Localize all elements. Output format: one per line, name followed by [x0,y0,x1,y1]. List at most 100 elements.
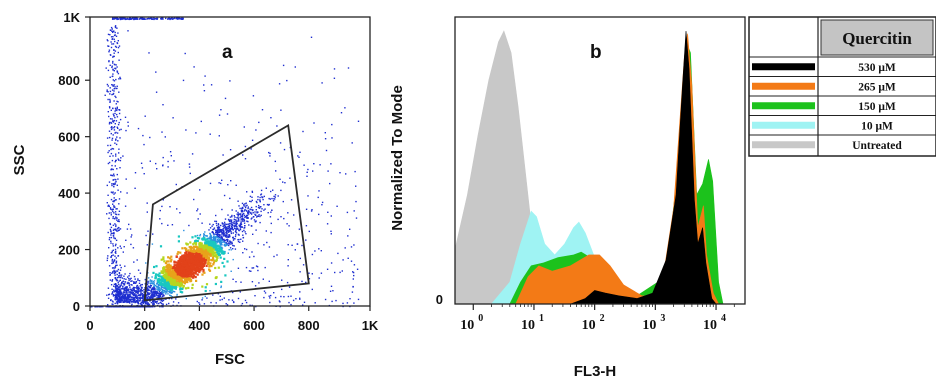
scatter-point [110,41,112,43]
scatter-point [178,261,182,264]
scatter-point [151,279,153,282]
scatter-point [150,297,153,299]
scatter-point [239,223,242,225]
scatter-point [125,299,127,301]
scatter-point [352,271,355,274]
scatter-point [125,300,127,302]
scatter-point [232,248,234,250]
scatter-point [129,298,132,301]
scatter-point [191,276,194,279]
scatter-point [114,206,116,208]
scatter-point [159,218,161,220]
scatter-point [112,31,114,33]
scatter-point [162,165,164,167]
scatter-point [247,207,249,210]
scatter-point [160,258,163,261]
scatter-point [115,131,117,134]
scatter-point [163,289,165,292]
scatter-point [238,229,240,231]
scatter-point [136,296,138,299]
scatter-point [115,143,118,146]
scatter-point [230,232,233,235]
scatter-point [111,93,113,96]
scatter-point [185,287,188,290]
scatter-point [147,280,149,283]
scatter-point [161,286,163,288]
scatter-point [202,255,205,258]
scatter-point [145,298,147,300]
scatter-point [116,303,119,305]
scatter-point [131,234,133,236]
x-axis-label-b: FL3-H [574,363,617,380]
scatter-point [109,100,111,102]
scatter-point [326,223,329,225]
scatter-point [211,239,214,241]
scatter-point [248,213,250,215]
scatter-point [109,274,111,276]
scatter-point [217,230,219,232]
scatter-point [149,160,151,162]
scatter-point [176,17,178,19]
scatter-point [178,267,181,270]
scatter-point [116,113,118,116]
scatter-point [193,255,196,258]
legend-swatch [752,141,815,149]
scatter-point [218,229,220,231]
scatter-point [173,274,176,277]
scatter-point [110,208,112,210]
scatter-point [308,272,310,274]
scatter-point [150,306,153,308]
scatter-point [159,288,161,290]
scatter-point [195,245,198,248]
scatter-point [198,242,201,245]
scatter-point [278,300,281,302]
scatter-point [114,183,116,185]
scatter-point [171,278,174,281]
scatter-point [261,109,264,111]
scatter-point [180,283,183,287]
scatter-point [111,139,113,141]
scatter-point [115,224,117,226]
scatter-point [152,300,154,303]
scatter-point [203,244,206,247]
scatter-point [207,237,209,239]
scatter-point [229,235,231,238]
scatter-point [191,246,194,249]
scatter-point [177,283,181,286]
scatter-point [260,194,262,196]
scatter-point [114,116,116,119]
panel-label-a: a [222,42,233,63]
scatter-point [173,264,176,267]
scatter-point [220,238,222,240]
scatter-point [244,209,246,211]
scatter-point [163,284,166,288]
scatter-point [113,88,115,90]
scatter-point [226,231,228,233]
scatter-point [113,200,115,202]
scatter-point [115,252,117,254]
scatter-point [118,301,120,303]
scatter-point [184,266,187,270]
scatter-point [145,18,147,20]
scatter-point [108,306,110,308]
scatter-point [116,284,118,287]
scatter-point [200,252,203,255]
scatter-point [192,256,195,259]
scatter-point [237,267,240,269]
scatter-point [207,250,210,253]
scatter-point [213,248,216,251]
scatter-point [256,211,258,213]
scatter-point [118,291,120,293]
scatter-point [228,231,230,233]
scatter-point [196,257,199,260]
scatter-point [240,223,243,226]
scatter-point [178,272,181,275]
scatter-point [190,255,193,258]
scatter-point [187,254,191,258]
scatter-point [112,168,114,171]
scatter-point [238,224,240,226]
scatter-point [353,302,355,304]
scatter-point [266,241,268,244]
scatter-point [213,235,215,238]
scatter-point [114,211,117,213]
